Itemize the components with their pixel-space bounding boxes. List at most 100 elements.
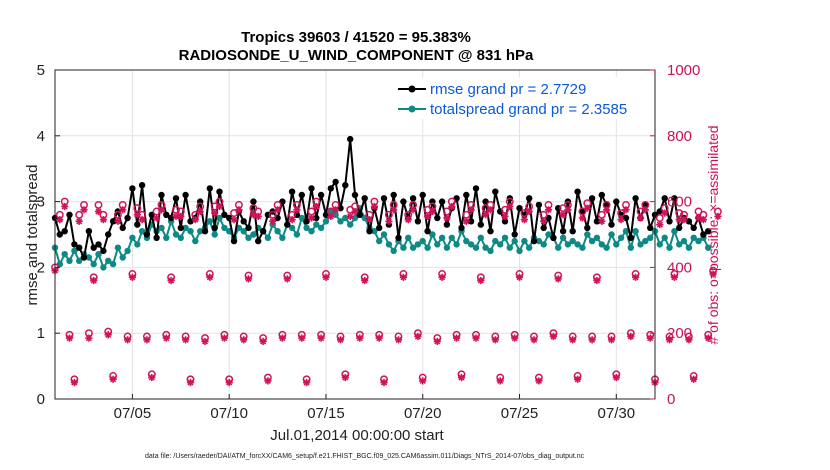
obs-assimilated-marker (704, 334, 712, 342)
spread-point (163, 234, 170, 241)
obs-assimilated-stroke (434, 338, 441, 345)
spread-point (308, 228, 315, 235)
obs-assimilated-marker (191, 216, 199, 224)
obs-assimilated-marker (303, 378, 311, 387)
obs-assimilated-marker (148, 374, 156, 382)
obs-assimilated-stroke (535, 377, 542, 384)
legend-rmse-label: rmse grand pr = 2.7729 (430, 81, 586, 98)
obs-assimilated-marker (370, 202, 378, 211)
spread-point (182, 224, 189, 232)
rmse-point (255, 237, 262, 245)
obs-assimilated-marker (215, 202, 224, 211)
obs-assimilated-stroke (66, 335, 73, 342)
obs-assimilated-marker (240, 336, 248, 344)
rmse-point (526, 195, 533, 202)
rmse-point (516, 205, 523, 212)
obs-assimilated-stroke (400, 274, 407, 281)
spread-point (497, 241, 504, 248)
obs-assimilated-marker (177, 212, 185, 220)
spread-point (680, 237, 688, 245)
obs-assimilated-marker (278, 334, 286, 342)
rmse-point (317, 191, 325, 199)
spread-point (376, 237, 383, 245)
spread-point (676, 241, 683, 248)
obs-assimilated-stroke (158, 206, 165, 213)
obs-assimilated-stroke (613, 374, 620, 381)
spread-point (177, 234, 184, 241)
right-tick-label: 1000 (667, 62, 700, 79)
spread-point (216, 214, 223, 222)
rmse-point (434, 214, 441, 222)
right-tick-label: 0 (667, 391, 675, 408)
obs-assimilated-stroke (618, 216, 625, 223)
rmse-point (138, 182, 146, 189)
spread-point (405, 234, 412, 241)
obs-assimilated-marker (472, 334, 480, 342)
rmse-point (414, 218, 422, 225)
obs-assimilated-marker (259, 337, 267, 345)
left-tick-label: 1 (37, 325, 45, 342)
spread-point (187, 228, 194, 235)
spread-point (90, 260, 97, 268)
obs-assimilated-marker (307, 214, 316, 222)
obs-assimilated-stroke (395, 336, 402, 343)
rmse-point (259, 228, 267, 235)
obs-assimilated-stroke (172, 213, 180, 220)
obs-assimilated-marker (109, 375, 117, 383)
obs-assimilated-stroke (105, 331, 112, 338)
rmse-point (419, 191, 426, 199)
obs-assimilated-stroke (308, 214, 315, 222)
obs-assimilated-stroke (322, 274, 330, 281)
obs-assimilated-stroke (468, 206, 475, 213)
obs-assimilated-stroke (564, 206, 571, 213)
spread-point (647, 234, 654, 241)
obs-assimilated-stroke (240, 336, 247, 343)
spread-point (337, 218, 344, 225)
obs-assimilated-stroke (714, 213, 721, 220)
obs-assimilated-marker (482, 211, 490, 219)
spread-point (603, 244, 610, 251)
spread-point (685, 244, 693, 251)
obs-assimilated-marker (341, 374, 349, 382)
obs-assimilated-stroke (298, 335, 305, 342)
rmse-point (467, 218, 475, 225)
obs-assimilated-marker (138, 216, 146, 224)
obs-assimilated-marker (525, 207, 533, 216)
spread-point (109, 260, 117, 268)
obs-assimilated-stroke (589, 336, 596, 343)
spread-point (617, 234, 625, 241)
obs-assimilated-stroke (521, 216, 528, 223)
obs-assimilated-stroke (439, 274, 446, 281)
obs-assimilated-marker (385, 217, 393, 225)
spread-point (221, 224, 228, 232)
x-tick-label: 07/30 (598, 405, 636, 422)
x-axis: 07/05 07/10 07/15 07/20 07/25 07/30 (114, 394, 635, 422)
obs-assimilated-marker (603, 206, 611, 214)
obs-assimilated-marker (617, 216, 625, 224)
obs-assimilated-marker (409, 206, 417, 214)
obs-assimilated-stroke (168, 277, 175, 284)
obs-assimilated-stroke (666, 336, 673, 343)
obs-assimilated-stroke (332, 206, 339, 213)
obs-assimilated-marker (254, 212, 262, 220)
obs-assimilated-marker (530, 336, 538, 344)
rmse-point (550, 234, 557, 241)
rmse-point (342, 182, 349, 189)
grid-lines (55, 69, 655, 400)
spread-point (438, 234, 446, 241)
obs-assimilated-marker (554, 275, 562, 283)
obs-assimilated-marker (351, 207, 359, 216)
obs-assimilated-marker (424, 212, 432, 220)
rmse-point (540, 224, 547, 232)
spread-point (492, 237, 499, 245)
rmse-point (492, 188, 499, 195)
rmse-point (380, 195, 388, 202)
obs-assimilated-stroke (637, 214, 644, 222)
obs-assimilated-stroke (313, 203, 320, 210)
obs-assimilated-marker (457, 374, 466, 382)
obs-assimilated-stroke (192, 216, 199, 223)
obs-assimilated-marker (501, 212, 509, 220)
obs-assimilated-marker (661, 209, 669, 217)
rmse-point (216, 188, 223, 195)
spread-point (608, 231, 615, 238)
